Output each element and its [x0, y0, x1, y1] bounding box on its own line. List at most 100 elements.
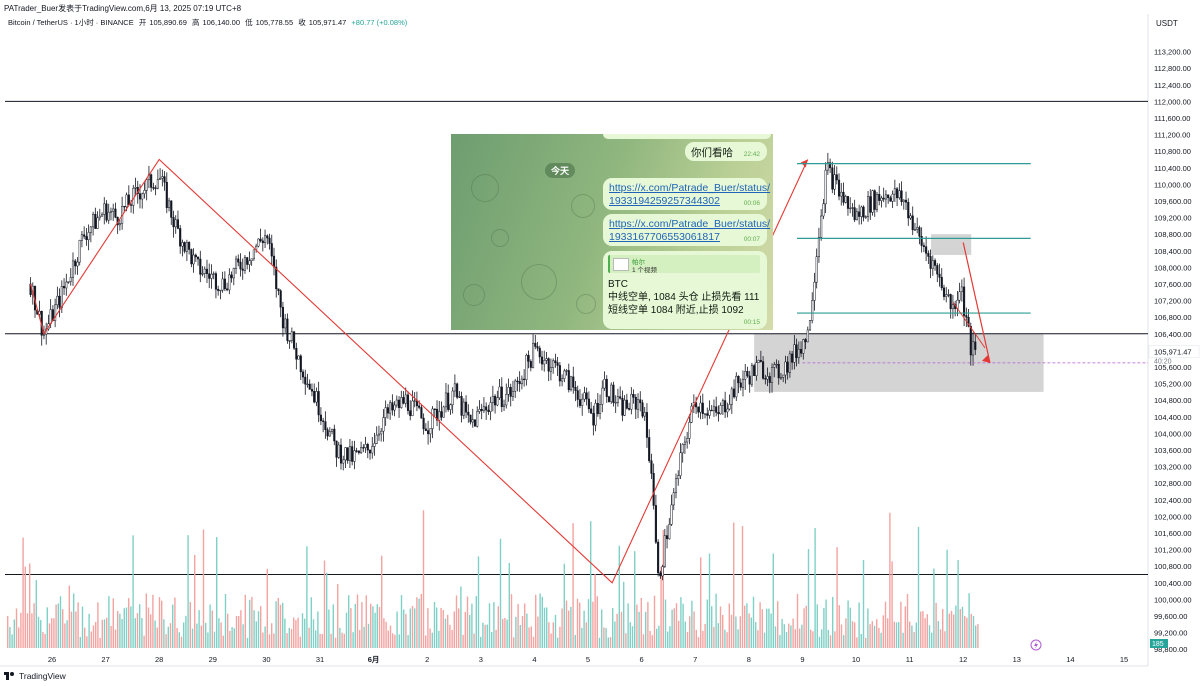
candle-body [728, 404, 731, 410]
volume-bar [218, 618, 220, 648]
volume-bar [904, 606, 906, 648]
reply-author: 帕尔 [632, 259, 645, 266]
volume-bar [383, 618, 385, 648]
symbol-name[interactable]: Bitcoin / TetherUS · 1小时 · BINANCE [8, 18, 134, 27]
candle-body [54, 304, 57, 321]
volume-bar [906, 593, 909, 648]
candle-body [587, 398, 590, 410]
candle-body [96, 217, 99, 229]
volume-bar [378, 607, 381, 648]
y-tick-label: 108,800.00 [1154, 230, 1192, 239]
volume-bar [295, 620, 297, 648]
candle-body [268, 237, 271, 244]
volume-bar [172, 604, 174, 648]
y-tick-label: 111,200.00 [1154, 131, 1190, 140]
candle-body [161, 176, 164, 179]
volume-bar [68, 585, 70, 648]
candle-body [913, 229, 917, 231]
volume-bar [627, 603, 629, 648]
candle-body [561, 378, 564, 382]
candle-body [788, 353, 791, 373]
candle-body [277, 288, 280, 292]
candle-body [226, 288, 229, 291]
volume-bar [354, 603, 356, 648]
candle-body [958, 291, 961, 301]
candle-body [275, 266, 278, 289]
candle-body [286, 318, 289, 341]
volume-bar [29, 563, 31, 648]
volume-bar [939, 629, 942, 648]
reply-subtitle: 1 个视频 [632, 267, 657, 274]
candle-body [167, 200, 171, 208]
candle-body [152, 187, 155, 189]
volume-bar [222, 635, 224, 648]
volume-bar [191, 628, 194, 648]
volume-bar [40, 619, 42, 648]
volume-bar [389, 625, 392, 648]
volume-bar [909, 621, 911, 648]
volume-bar [550, 633, 552, 648]
candle-body [766, 376, 769, 380]
volume-bar [207, 632, 209, 648]
volume-bar [609, 637, 612, 648]
candle-body [904, 199, 908, 203]
volume-bar [620, 611, 623, 648]
volume-bar [330, 633, 332, 648]
candle-body [804, 339, 807, 343]
volume-bar [785, 631, 788, 648]
candle-body [741, 379, 745, 388]
candle-body [391, 402, 394, 411]
status-link-1-part1[interactable]: https://x.com/Patrade_Buer/status/ [609, 182, 771, 194]
candle-body [78, 240, 81, 263]
reply-quote[interactable]: 帕尔 1 个视频 [608, 255, 760, 274]
candle-body [406, 394, 410, 411]
volume-bar [678, 620, 680, 648]
volume-bar [482, 622, 484, 648]
x-tick-label: 3 [479, 655, 483, 664]
candle-body [569, 376, 573, 391]
volume-bar [339, 627, 341, 648]
volume-bar [79, 636, 81, 648]
volume-bar [420, 593, 422, 648]
candle-body [746, 371, 749, 377]
candle-body [208, 273, 211, 279]
volume-bar [279, 604, 282, 648]
candle-body [317, 391, 320, 416]
candle-body [377, 433, 381, 436]
message-2-time: 00:06 [743, 200, 760, 207]
volume-bar [625, 633, 627, 648]
volume-bar [865, 637, 867, 648]
candle-body [203, 268, 206, 274]
candle-body [661, 566, 664, 577]
volume-bar [884, 601, 887, 648]
volume-bar [396, 611, 398, 648]
volume-bar [869, 624, 871, 648]
candle-body [243, 257, 247, 271]
x-tick-label: 26 [48, 655, 56, 664]
tradingview-brand: TradingView [19, 671, 66, 681]
status-link-2-part1[interactable]: https://x.com/Patrade_Buer/status/ [609, 218, 771, 230]
volume-bar [563, 563, 565, 648]
candle-body [431, 408, 434, 429]
candle-body [248, 260, 251, 265]
message-4-line1: 中线空单, 1084 头仓 止损先看 111 [608, 292, 760, 303]
volume-bar [59, 596, 62, 648]
volume-bar [702, 630, 704, 648]
volume-bar [673, 608, 675, 648]
volume-bar [502, 619, 504, 648]
volume-bar [823, 608, 825, 648]
status-link-2-part2[interactable]: 1933167706553061817 [609, 231, 720, 243]
volume-bar [86, 636, 88, 648]
volume-bar [715, 593, 717, 648]
volume-bar [779, 635, 781, 648]
volume-bar [372, 606, 374, 648]
candle-body [440, 411, 443, 418]
close-label: 收 [298, 18, 306, 27]
tradingview-footer[interactable]: TradingView [4, 671, 66, 681]
candle-body [909, 215, 912, 219]
status-link-1-part2[interactable]: 1933194259257344302 [609, 195, 720, 207]
volume-bar [968, 593, 970, 648]
volume-bar [165, 634, 167, 648]
candle-body [893, 188, 896, 195]
